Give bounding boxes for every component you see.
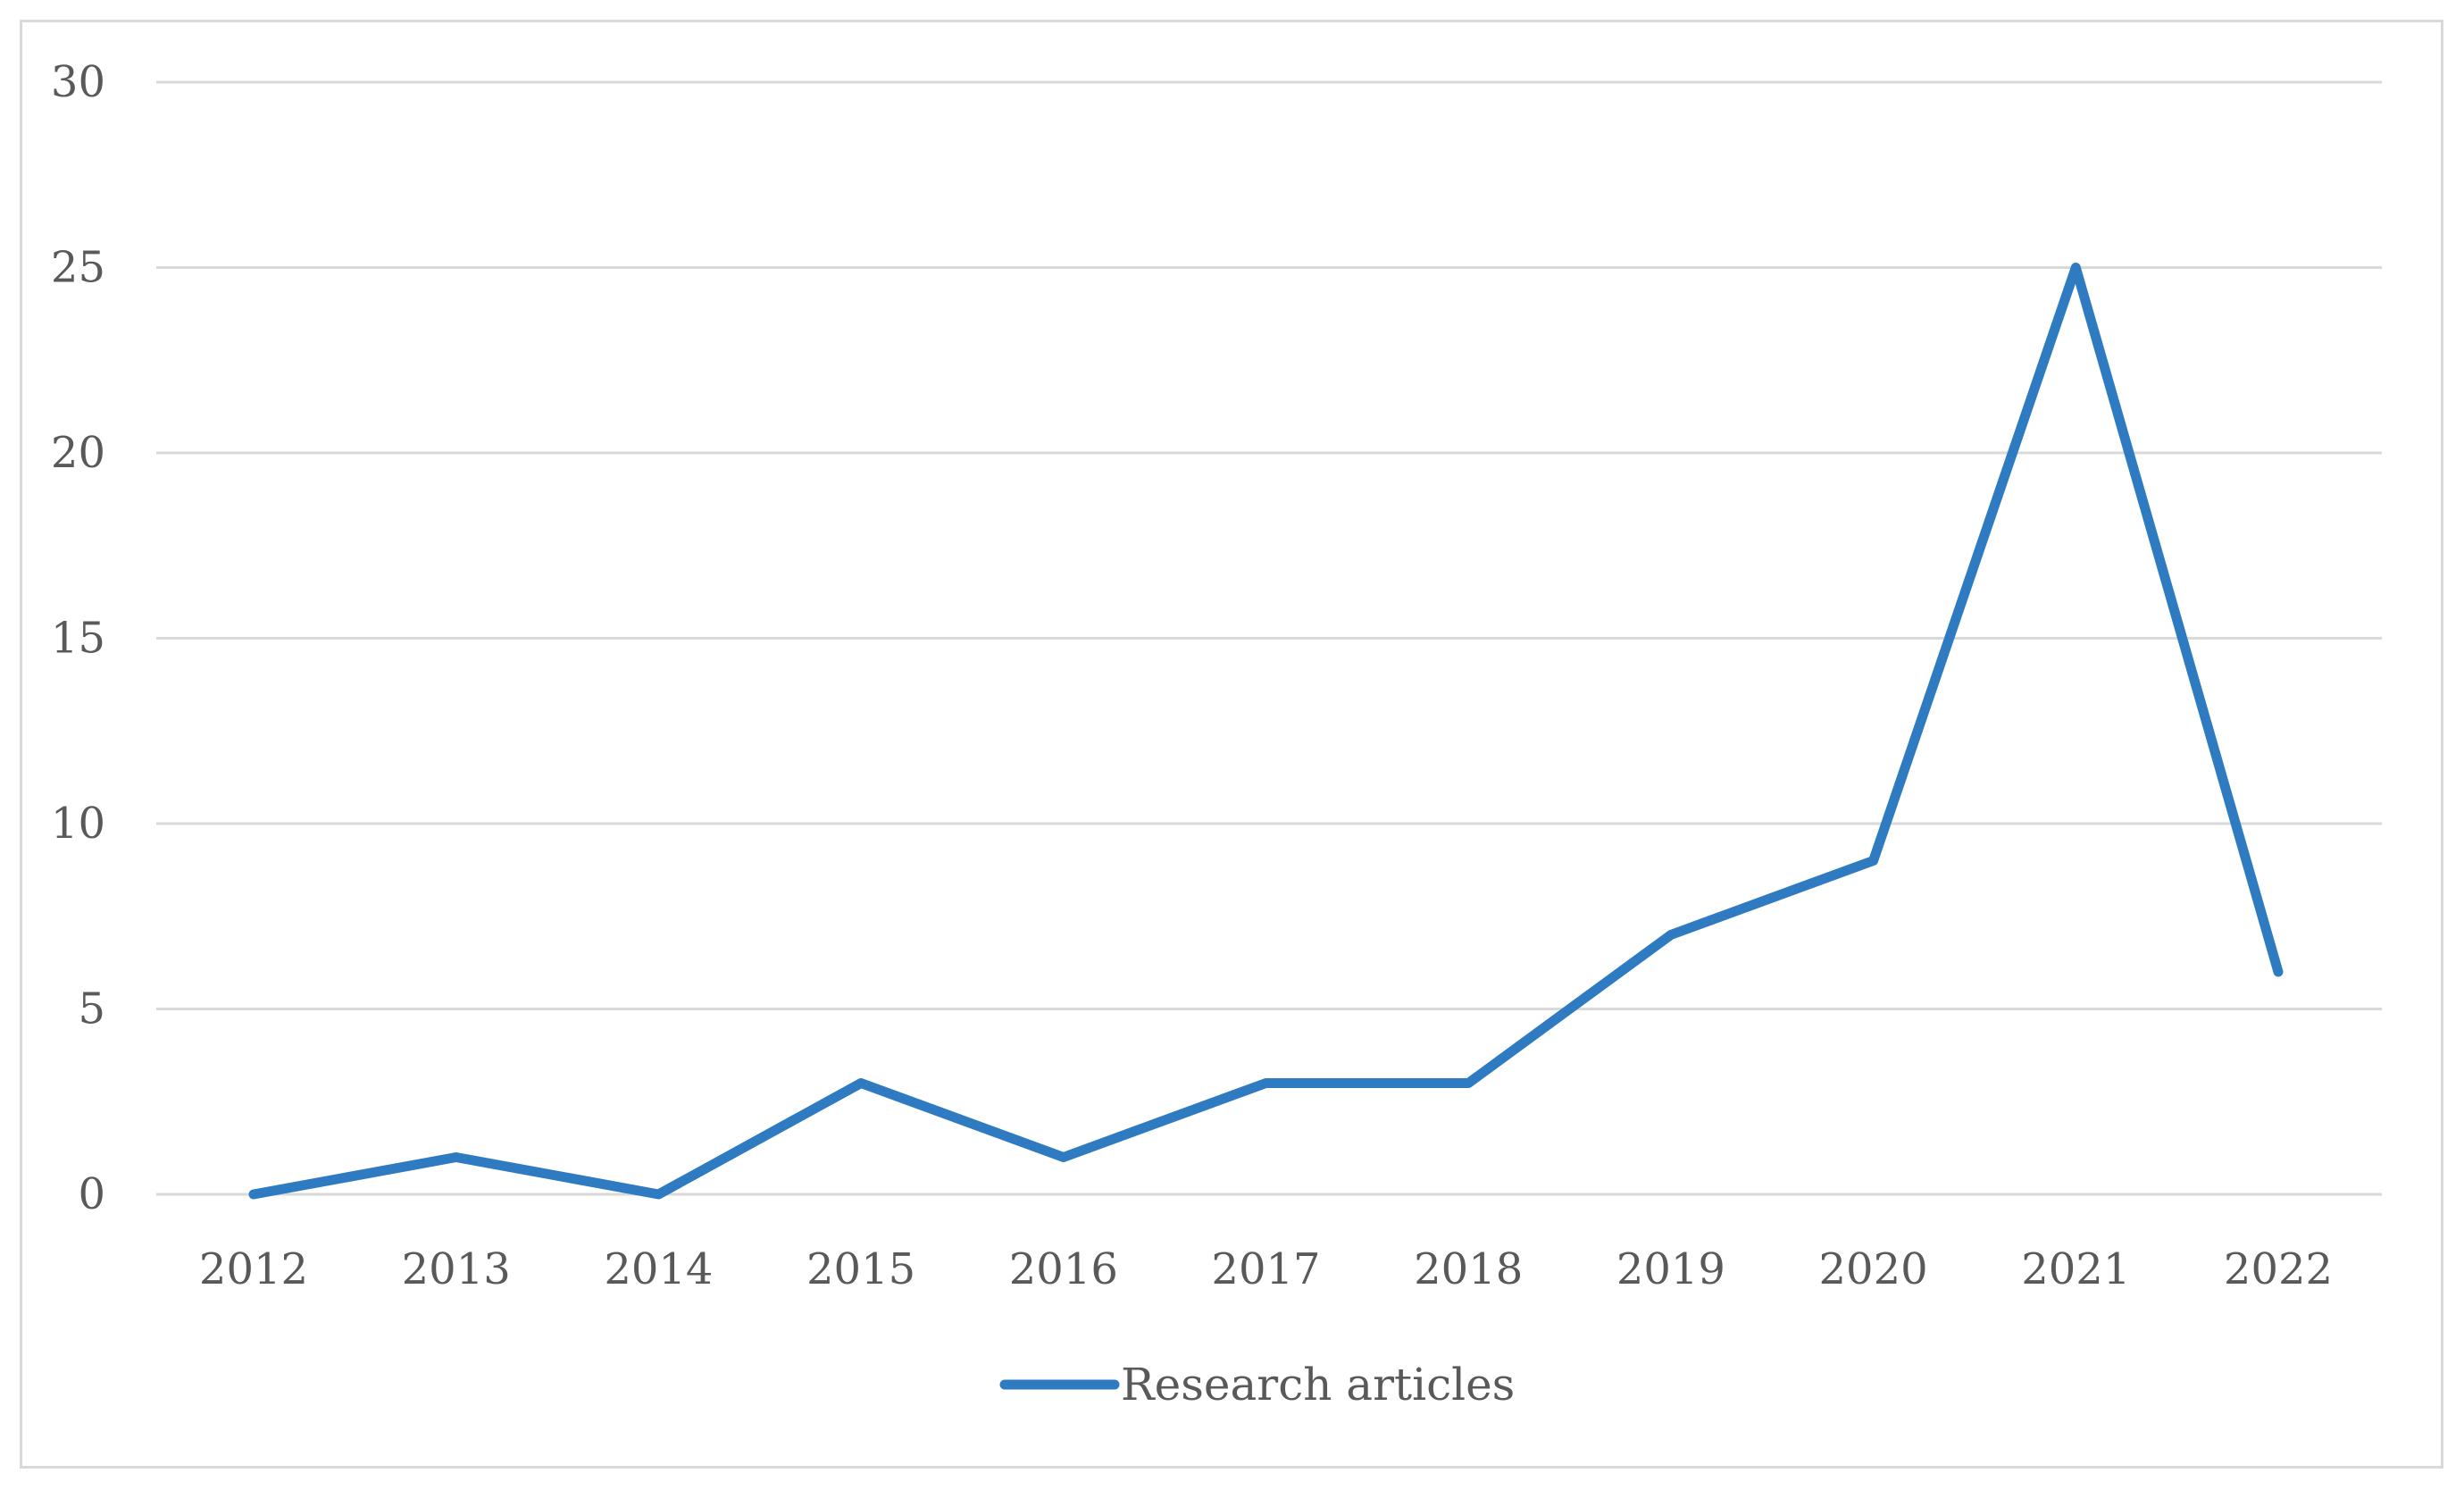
series-lines bbox=[248, 263, 2284, 1200]
data-point-2014 bbox=[654, 1190, 664, 1199]
x-tick-label-2018: 2018 bbox=[1414, 1244, 1523, 1294]
data-point-2018 bbox=[1464, 1078, 1474, 1088]
data-point-2017 bbox=[1261, 1078, 1271, 1088]
chart-frame bbox=[20, 20, 2443, 1469]
legend-label-research-articles: Research articles bbox=[1121, 1359, 1515, 1410]
x-tick-label-2019: 2019 bbox=[1616, 1244, 1725, 1294]
x-tick-label-2012: 2012 bbox=[199, 1244, 308, 1294]
data-point-2019 bbox=[1666, 930, 1675, 940]
y-tick-label-5: 5 bbox=[78, 984, 105, 1034]
y-tick-label-15: 15 bbox=[51, 614, 105, 664]
data-point-2013 bbox=[451, 1152, 461, 1162]
y-axis-tick-labels: 0 5 10 15 20 25 30 bbox=[51, 57, 105, 1219]
x-axis-tick-labels: 2012 2013 2014 2015 2016 2017 2018 2019 2020 2021… bbox=[199, 1244, 2333, 1294]
data-point-2016 bbox=[1058, 1152, 1068, 1162]
data-point-2020 bbox=[1868, 856, 1878, 866]
x-tick-label-2016: 2016 bbox=[1009, 1244, 1118, 1294]
y-tick-label-30: 30 bbox=[51, 57, 105, 107]
x-tick-label-2017: 2017 bbox=[1211, 1244, 1320, 1294]
y-tick-label-25: 25 bbox=[51, 243, 105, 293]
x-tick-label-2022: 2022 bbox=[2224, 1244, 2333, 1294]
gridlines bbox=[156, 80, 2382, 1196]
x-tick-label-2021: 2021 bbox=[2021, 1244, 2130, 1294]
y-tick-label-20: 20 bbox=[51, 428, 105, 478]
legend: Research articles bbox=[999, 1359, 1515, 1410]
data-point-2022 bbox=[2274, 967, 2283, 976]
x-tick-label-2020: 2020 bbox=[1819, 1244, 1928, 1294]
series-line-research-articles bbox=[248, 263, 2284, 1200]
data-point-2021 bbox=[2071, 263, 2081, 272]
x-tick-label-2013: 2013 bbox=[402, 1244, 511, 1294]
data-point-2015 bbox=[856, 1078, 866, 1088]
y-tick-label-10: 10 bbox=[51, 799, 105, 849]
data-point-2012 bbox=[249, 1190, 258, 1199]
x-tick-label-2015: 2015 bbox=[806, 1244, 915, 1294]
y-tick-label-0: 0 bbox=[78, 1169, 105, 1219]
x-tick-label-2014: 2014 bbox=[604, 1244, 713, 1294]
